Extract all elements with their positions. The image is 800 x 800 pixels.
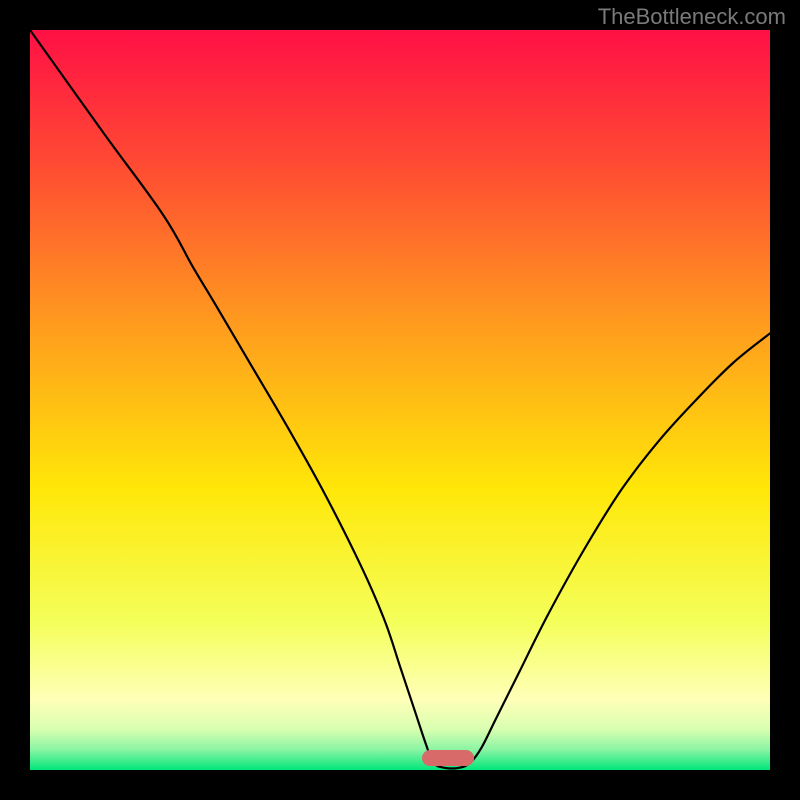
curve-path (30, 30, 770, 768)
bottleneck-curve (30, 30, 770, 770)
watermark-text: TheBottleneck.com (598, 4, 786, 30)
optimal-marker (422, 750, 474, 766)
